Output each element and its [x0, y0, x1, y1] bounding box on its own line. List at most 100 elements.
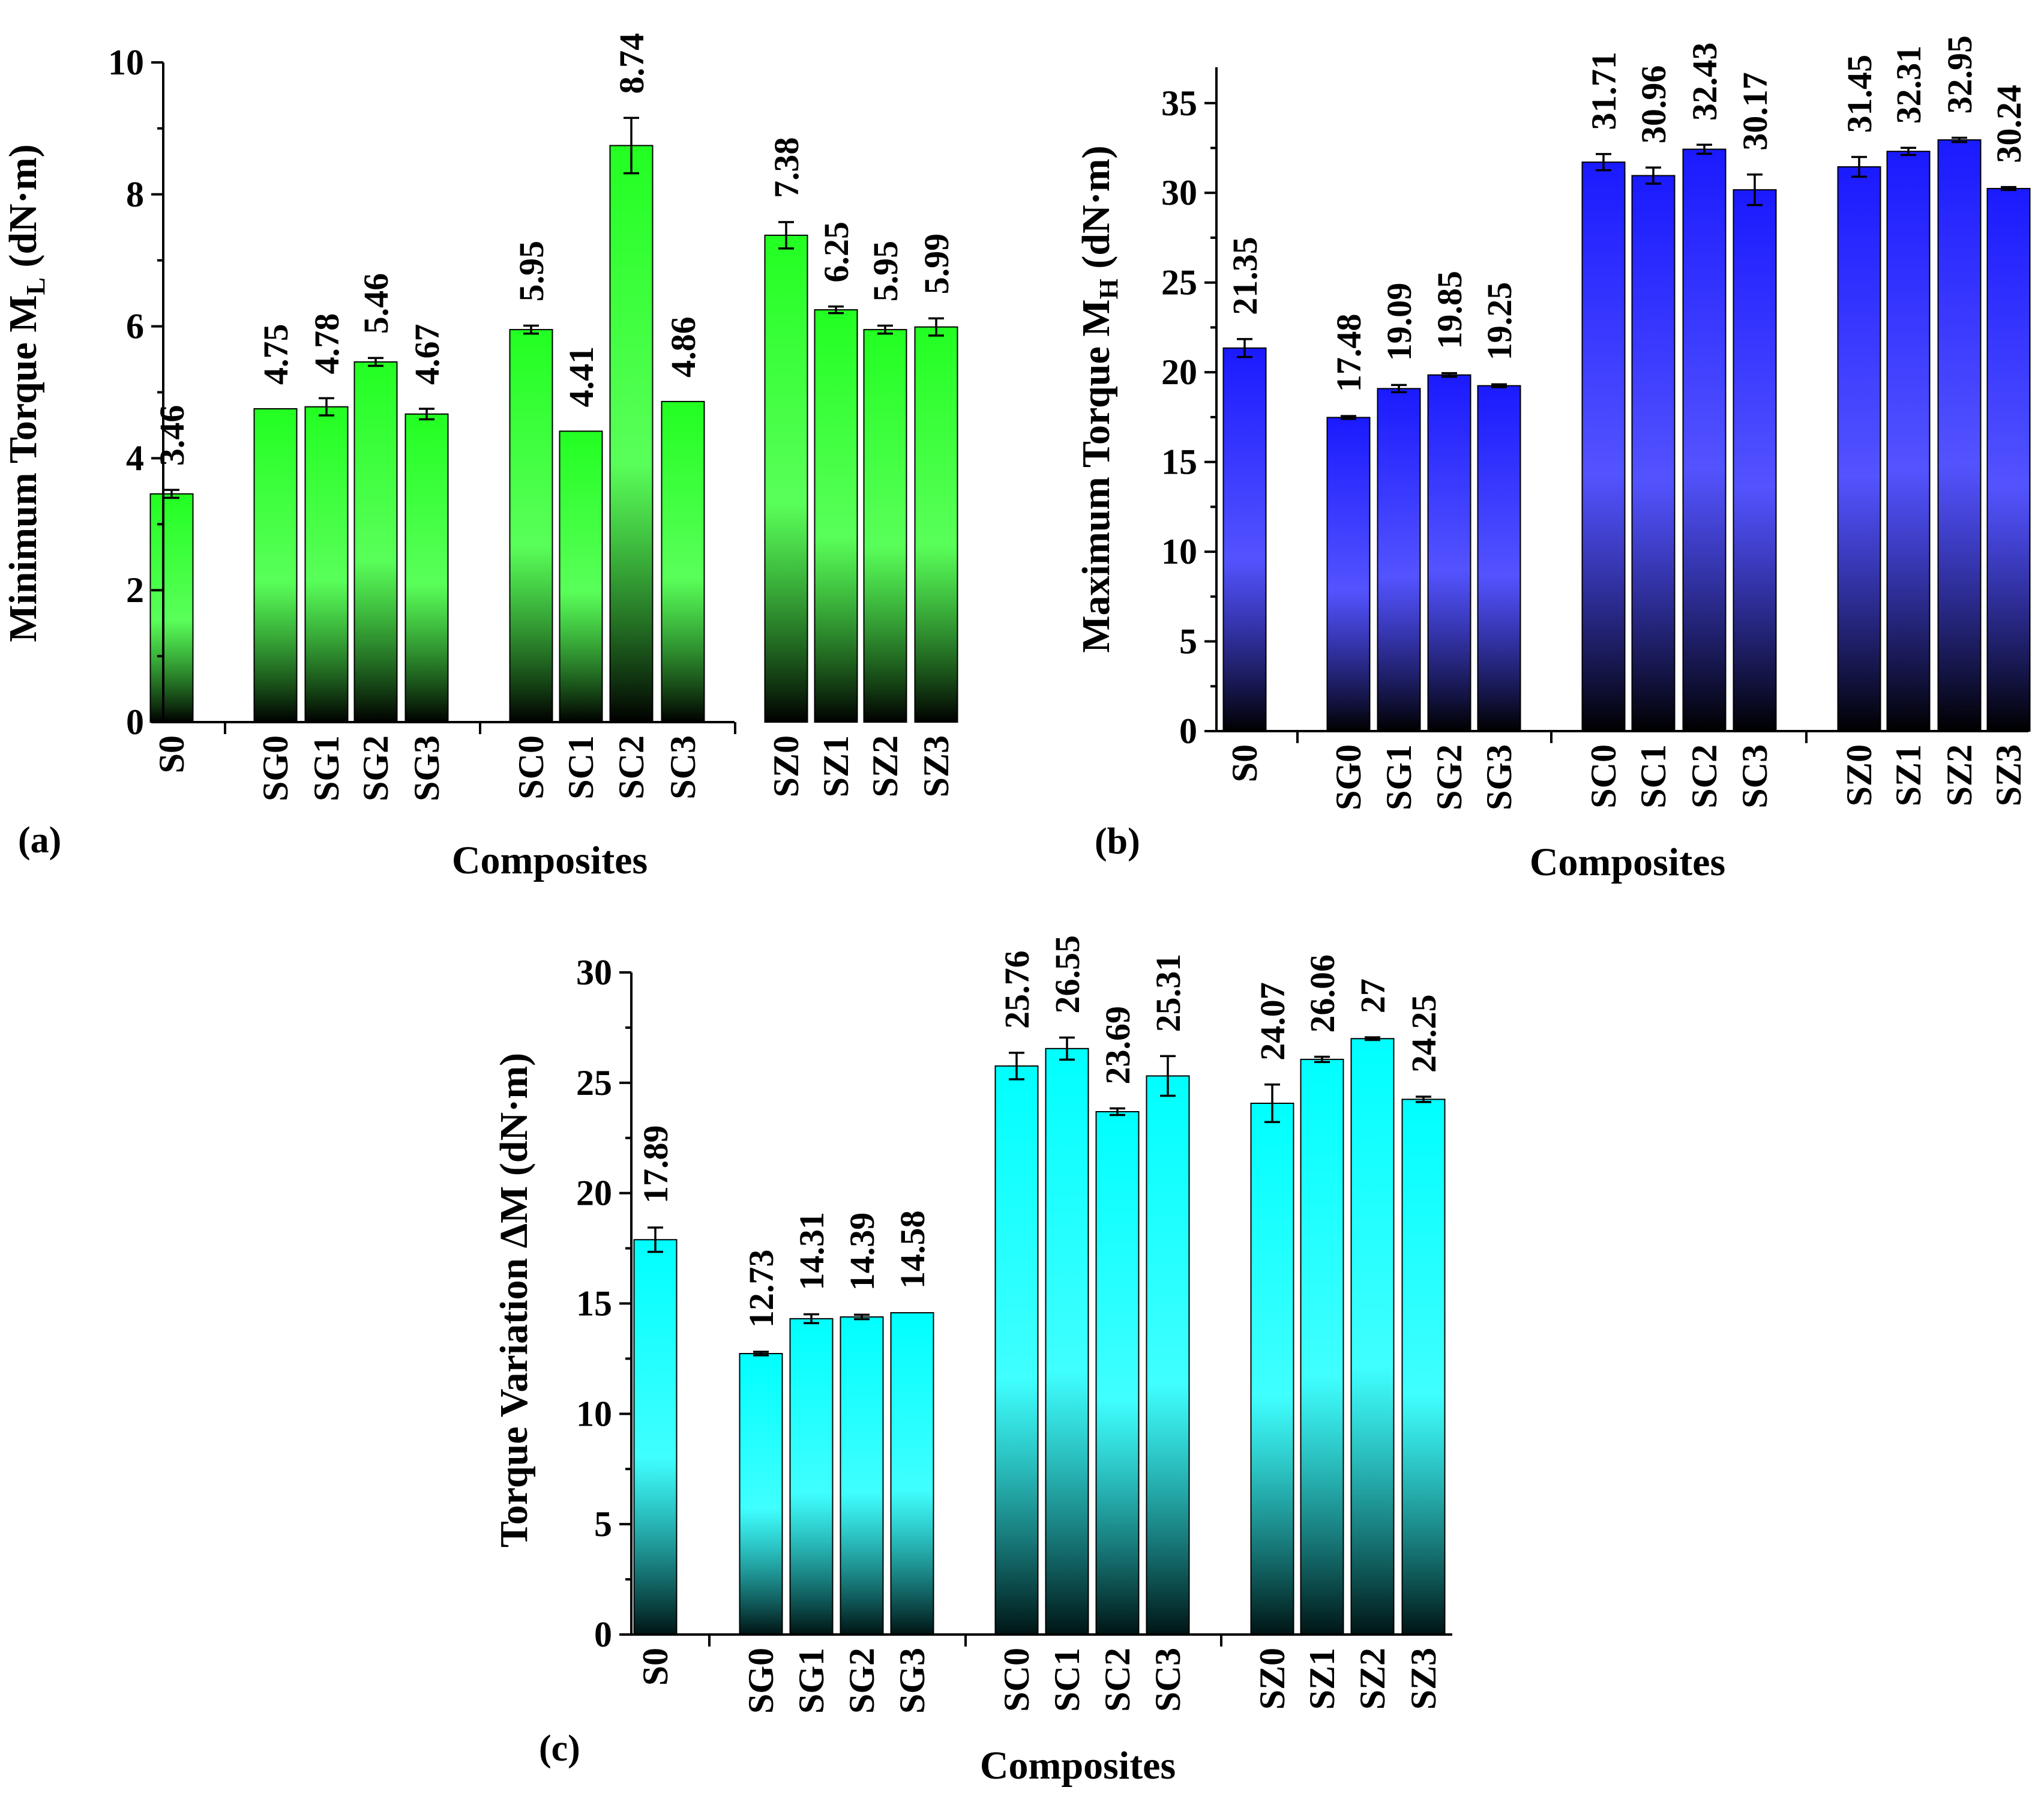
- y-tick-label: 25: [576, 1063, 612, 1103]
- data-label-sg1: 4.78: [307, 313, 346, 375]
- data-label-sz3: 24.25: [1404, 994, 1443, 1073]
- data-label-sz1: 6.25: [817, 221, 856, 283]
- data-label-sz1: 26.06: [1303, 954, 1342, 1033]
- error-bar-sc2: [1110, 1107, 1125, 1116]
- y-tick-label: 25: [1161, 263, 1197, 303]
- x-tick-label-sc2: SC2: [612, 735, 651, 800]
- bar-sz1: [1300, 1058, 1344, 1636]
- y-axis-title: Minimum Torque ML (dN·m): [1, 144, 50, 642]
- bar-sg2: [353, 361, 398, 723]
- x-tick-label-sc0: SC0: [1584, 744, 1623, 809]
- y-tick-label: 15: [576, 1284, 612, 1324]
- y-tick-label: 5: [1179, 622, 1197, 661]
- error-bar-sc3: [1160, 1055, 1176, 1097]
- bar-sc0: [994, 1065, 1039, 1635]
- bar-sz2: [1937, 139, 1982, 732]
- error-bar-sz0: [1264, 1083, 1280, 1124]
- y-tick-label: 30: [1161, 173, 1197, 212]
- bar-sg1: [789, 1318, 834, 1635]
- error-bar-sg3: [1491, 383, 1507, 388]
- panel-c: 17.89 S0 12.73 SG0 14.31 SG1 14.39 SG2 14.58 SG3 2…: [492, 935, 1452, 1788]
- error-bar-sc2: [1697, 143, 1712, 155]
- x-tick-label-sg0: SG0: [741, 1648, 781, 1714]
- y-tick-label: 0: [594, 1615, 612, 1654]
- y-axis-title: Maximum Torque MH (dN·m): [1074, 145, 1123, 652]
- y-tick-label: 0: [126, 702, 144, 742]
- bar-sg3: [1477, 385, 1521, 732]
- data-label-sg1: 19.09: [1380, 283, 1419, 361]
- data-label-sg0: 4.75: [256, 324, 295, 385]
- x-tick-label-sg3: SG3: [407, 735, 446, 801]
- bar-sc1: [559, 430, 603, 723]
- panel-label: (c): [539, 1728, 580, 1769]
- x-tick-label-sc1: SC1: [1634, 744, 1673, 809]
- data-label-sc3: 25.31: [1149, 954, 1188, 1032]
- bar-sc3: [661, 400, 705, 723]
- data-label-sz2: 27: [1353, 978, 1392, 1013]
- data-label-sc0: 25.76: [997, 950, 1036, 1029]
- y-tick-label: 5: [594, 1504, 612, 1544]
- data-label-sz0: 31.45: [1840, 55, 1879, 133]
- error-bar-sg1: [804, 1313, 819, 1324]
- y-tick-label: 10: [576, 1394, 612, 1433]
- error-bar-sg2: [368, 357, 383, 367]
- bar-s0: [633, 1239, 678, 1636]
- data-label-sg2: 14.39: [843, 1213, 882, 1291]
- data-label-sz1: 32.31: [1889, 46, 1928, 124]
- x-tick-label-sg0: SG0: [256, 735, 295, 801]
- bar-sc3: [1146, 1075, 1190, 1635]
- x-tick-label-sz2: SZ2: [1940, 744, 1979, 806]
- bar-sz0: [1250, 1103, 1294, 1636]
- error-bar-s0: [164, 489, 179, 499]
- data-label-sg2: 19.85: [1430, 271, 1469, 349]
- error-bar-sz1: [1314, 1055, 1330, 1064]
- error-bar-sc0: [1009, 1052, 1024, 1080]
- error-bar-sc3: [1747, 173, 1763, 206]
- x-tick-label-sc1: SC1: [1047, 1648, 1087, 1712]
- bar-sg1: [1377, 388, 1421, 732]
- x-tick-label-sz0: SZ0: [1252, 1648, 1292, 1710]
- data-label-sz3: 5.99: [917, 234, 956, 295]
- error-bar-s0: [1237, 338, 1252, 358]
- bar-sz3: [1986, 188, 2031, 732]
- error-bar-sg1: [1391, 384, 1407, 394]
- x-tick-label-sg2: SG2: [356, 735, 395, 801]
- y-tick-label: 4: [126, 438, 144, 478]
- error-bar-sg2: [1441, 372, 1457, 378]
- bar-sz1: [814, 309, 858, 723]
- x-tick-label-sz2: SZ2: [1353, 1648, 1392, 1710]
- x-tick-label-sg3: SG3: [1479, 744, 1519, 810]
- bar-sg0: [739, 1352, 783, 1636]
- bar-sc2: [1095, 1110, 1140, 1635]
- data-label-sc3: 30.17: [1736, 72, 1775, 151]
- bar-s0: [149, 493, 194, 723]
- data-label-sz0: 7.38: [767, 137, 806, 198]
- panel-label: (b): [1095, 821, 1140, 862]
- y-tick-label: 8: [126, 175, 144, 214]
- y-tick-label: 10: [108, 43, 144, 82]
- error-bar-sz1: [828, 305, 844, 315]
- error-bar-sz3: [928, 317, 944, 337]
- error-bar-sz0: [1851, 155, 1867, 178]
- error-bar-sc2: [624, 116, 639, 175]
- data-label-sz0: 24.07: [1253, 982, 1292, 1061]
- x-axis-title: Composites: [1530, 840, 1725, 884]
- x-tick-label-sz2: SZ2: [865, 735, 905, 797]
- x-tick-label-s0: S0: [152, 735, 191, 773]
- panel-a: 3.46 S0 4.75 SG0 4.78 SG1 5.46 SG2 4.67 SG3 5.95 SC…: [1, 33, 958, 882]
- bar-sz2: [1350, 1038, 1395, 1636]
- x-tick-label-sz1: SZ1: [1302, 1648, 1342, 1710]
- panel-label: (a): [18, 820, 61, 861]
- bar-s0: [1222, 347, 1267, 732]
- x-tick-label-sc2: SC2: [1098, 1648, 1137, 1712]
- x-tick-label-sg3: SG3: [892, 1648, 932, 1714]
- error-bar-sg0: [753, 1351, 769, 1357]
- bar-sc2: [609, 145, 654, 723]
- bar-sz0: [764, 234, 808, 723]
- y-tick-label: 0: [1179, 711, 1197, 751]
- x-tick-label-sc0: SC0: [997, 1648, 1036, 1712]
- bar-sg0: [1326, 417, 1371, 732]
- bar-sg3: [890, 1312, 934, 1635]
- data-label-sg2: 5.46: [356, 273, 395, 334]
